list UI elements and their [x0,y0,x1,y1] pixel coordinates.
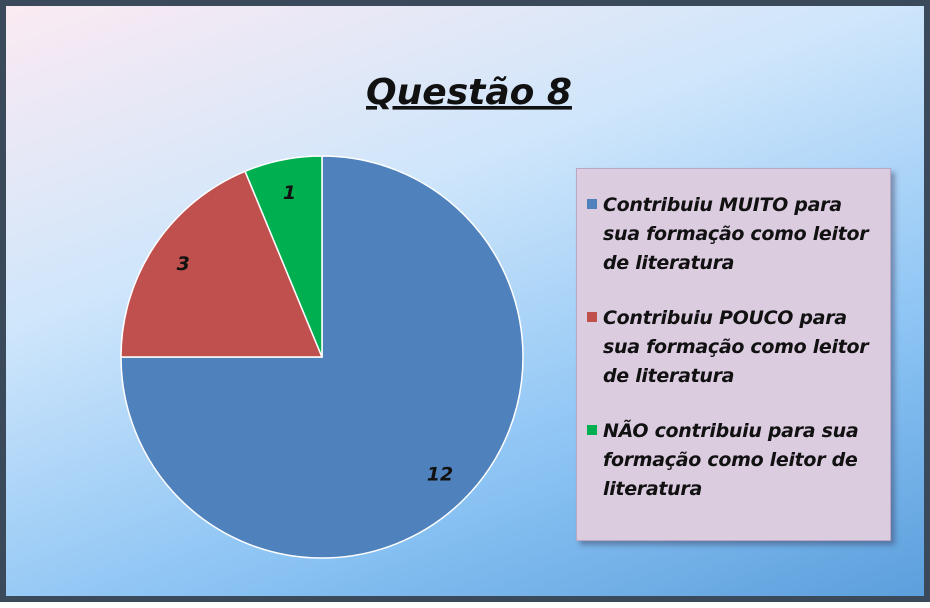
chart-title: Questão 8 [366,72,572,113]
legend-swatch [587,312,597,322]
legend-swatch [587,199,597,209]
data-label: 3 [177,253,190,275]
legend-item: Contribuiu POUCO para sua formação como … [587,304,878,391]
legend-item: Contribuiu MUITO para sua formação como … [587,191,878,278]
legend-label: Contribuiu MUITO para sua formação como … [603,194,869,274]
pie-slice [120,170,324,358]
legend-swatch [587,425,597,435]
legend-label: Contribuiu POUCO para sua formação como … [603,307,869,387]
pie-slice [244,155,323,358]
legend: Contribuiu MUITO para sua formação como … [576,168,891,541]
chart: Questão 8 12 3 1 [120,72,572,559]
legend-item: NÃO contribuiu para sua formação como le… [587,417,878,504]
data-label: 12 [427,463,453,485]
legend-label: NÃO contribuiu para sua formação como le… [603,420,859,500]
data-label: 1 [283,182,296,204]
